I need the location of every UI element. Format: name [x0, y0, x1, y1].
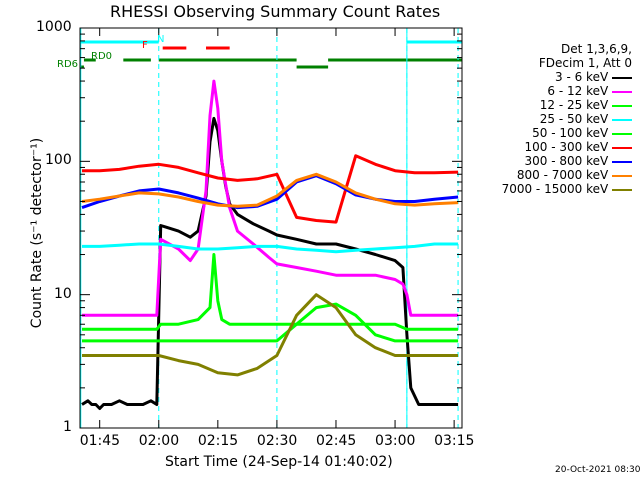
series-line-5	[82, 154, 459, 224]
legend-swatch	[612, 146, 632, 149]
legend-item-3: 25 - 50 keV	[540, 112, 632, 126]
legend-item-4: 50 - 100 keV	[532, 126, 632, 140]
flag-label-rd6: RD6	[57, 59, 79, 70]
chart-title: RHESSI Observing Summary Count Rates	[110, 2, 441, 21]
legend-swatch	[612, 132, 632, 135]
legend-item-8: 7000 - 15000 keV	[502, 182, 632, 196]
legend-item-7: 800 - 7000 keV	[517, 168, 632, 182]
series-line-2	[82, 253, 459, 331]
legend-header-1: Det 1,3,6,9,	[561, 42, 632, 56]
x-tick-label: 03:00	[375, 433, 416, 449]
legend-label: 12 - 25 keV	[539, 98, 612, 112]
series-line-6	[81, 174, 459, 210]
legend-item-6: 300 - 800 keV	[524, 154, 632, 168]
legend-swatch	[612, 104, 632, 107]
legend-item-1: 6 - 12 keV	[547, 84, 632, 98]
legend-label: 7000 - 15000 keV	[501, 182, 612, 196]
legend-swatch	[612, 160, 632, 163]
series-line-3	[82, 242, 459, 254]
x-tick-label: 01:45	[79, 433, 121, 449]
x-tick-label: 02:30	[256, 433, 298, 449]
flag-label-f: F	[142, 40, 148, 51]
series-line-4	[82, 302, 459, 343]
axis-ticks	[80, 27, 462, 429]
legend-item-2: 12 - 25 keV	[540, 98, 632, 112]
x-tick-label: 02:15	[197, 433, 239, 449]
x-tick-label: 02:00	[138, 433, 180, 449]
legend-label: 800 - 7000 keV	[516, 168, 612, 182]
legend-header-2: FDecim 1, Att 0	[538, 56, 632, 70]
y-tick-label: 1000	[36, 19, 72, 35]
legend-label: 3 - 6 keV	[555, 70, 612, 84]
timestamp: 20-Oct-2021 08:30	[555, 465, 640, 475]
legend-label: 25 - 50 keV	[539, 112, 612, 126]
x-axis-label: Start Time (24-Sep-14 01:40:02)	[165, 454, 393, 470]
legend-label: 50 - 100 keV	[532, 126, 612, 140]
legend-label: 100 - 300 keV	[524, 140, 612, 154]
series-line-8	[82, 293, 459, 377]
legend-swatch	[612, 76, 632, 79]
y-tick-label: 10	[54, 285, 72, 302]
flag-label-rd0: RD0	[91, 51, 113, 62]
legend-swatch	[612, 118, 632, 121]
series-lines	[81, 79, 459, 410]
legend-swatch	[612, 188, 632, 191]
flag-label-n: N	[157, 34, 165, 45]
legend-item-5: 100 - 300 keV	[524, 140, 632, 154]
y-tick-label: 1	[63, 419, 72, 435]
time-markers	[80, 28, 459, 428]
series-line-7	[81, 172, 459, 208]
observing-flags	[80, 40, 462, 69]
series-line-0	[81, 116, 459, 410]
legend-label: 300 - 800 keV	[524, 154, 612, 168]
y-tick-label: 100	[45, 152, 72, 169]
legend-swatch	[612, 174, 632, 177]
x-tick-label: 02:45	[315, 433, 357, 449]
x-tick-label: 03:15	[434, 433, 475, 449]
legend-label: 6 - 12 keV	[547, 84, 612, 98]
plot-frame	[79, 27, 463, 429]
y-axis-label: Count Rate (s⁻¹ detector⁻¹)	[29, 137, 46, 329]
series-line-1	[82, 79, 459, 317]
legend-item-0: 3 - 6 keV	[555, 70, 632, 84]
legend-swatch	[612, 90, 632, 93]
